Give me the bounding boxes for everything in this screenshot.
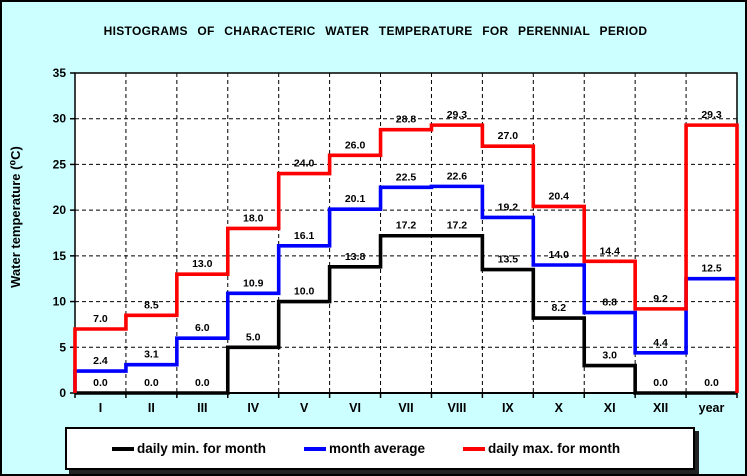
- x-category-label: IV: [247, 401, 259, 415]
- legend-item-daily-min: daily min. for month: [112, 441, 266, 456]
- y-tick-label: 10: [53, 295, 67, 309]
- data-label: 17.2: [396, 220, 417, 232]
- data-label: 0.0: [195, 377, 210, 389]
- data-label: 9.2: [653, 293, 668, 305]
- data-label: 7.0: [93, 313, 108, 325]
- data-label: 27.0: [498, 130, 519, 142]
- x-category-label: V: [300, 401, 309, 415]
- data-label: 4.4: [653, 337, 668, 349]
- x-category-label: VII: [398, 401, 413, 415]
- data-label: 13.8: [345, 251, 366, 263]
- y-tick-label: 35: [53, 66, 67, 80]
- data-label: 18.0: [243, 212, 264, 224]
- data-label: 28.8: [396, 114, 417, 126]
- data-label: 13.0: [192, 258, 213, 270]
- data-label: 3.1: [144, 349, 159, 361]
- data-label: 22.5: [396, 171, 417, 183]
- data-label: 20.1: [345, 193, 366, 205]
- daily-max-line-sample: [463, 446, 486, 451]
- legend-item-daily-max: daily max. for month: [463, 441, 620, 456]
- data-label: 0.0: [653, 377, 668, 389]
- x-category-label: VI: [349, 401, 361, 415]
- data-label: 2.4: [93, 355, 108, 367]
- data-label: 26.0: [345, 139, 366, 151]
- data-label: 0.0: [144, 377, 159, 389]
- x-category-label: XI: [604, 401, 616, 415]
- x-category-label: III: [197, 401, 207, 415]
- data-label: 0.0: [704, 377, 719, 389]
- x-category-label: year: [699, 401, 725, 415]
- data-label: 5.0: [246, 331, 261, 343]
- series-path-daily-max-for-month: [73, 123, 739, 393]
- y-tick-label: 20: [53, 203, 67, 217]
- data-label: 19.2: [498, 201, 519, 213]
- data-label: 10.9: [243, 277, 264, 289]
- y-axis-title: Water temperature (⁰C): [8, 146, 23, 288]
- y-tick-label: 0: [59, 386, 66, 400]
- chart-title: HISTOGRAMS OF CHARACTERIC WATER TEMPERAT…: [103, 24, 648, 38]
- legend-label-daily-min: daily min. for month: [137, 441, 267, 456]
- legend-label-month-average: month average: [329, 441, 426, 456]
- y-tick-label: 5: [59, 340, 66, 354]
- data-label: 3.0: [602, 350, 617, 362]
- y-tick-label: 25: [53, 157, 67, 171]
- legend-item-month-average: month average: [304, 441, 425, 456]
- legend: daily min. for month month average daily…: [65, 427, 695, 470]
- data-label: 22.6: [447, 170, 468, 182]
- x-category-label: VIII: [448, 401, 467, 415]
- series-path-daily-min-for-month: [75, 233, 737, 395]
- data-label: 8.5: [144, 299, 159, 311]
- x-category-label: I: [99, 401, 102, 415]
- data-label: 14.4: [599, 245, 620, 257]
- data-label: 24.0: [294, 158, 315, 170]
- data-label: 10.0: [294, 286, 315, 298]
- data-label: 8.2: [551, 302, 566, 314]
- series-path-month-average: [73, 184, 737, 393]
- data-label: 29.3: [701, 109, 722, 121]
- data-label: 16.1: [294, 230, 315, 242]
- legend-label-daily-max: daily max. for month: [488, 441, 621, 456]
- data-label: 12.5: [701, 263, 722, 275]
- y-tick-label: 30: [53, 112, 67, 126]
- data-label: 0.0: [93, 377, 108, 389]
- x-category-label: X: [555, 401, 564, 415]
- data-label: 17.2: [447, 220, 468, 232]
- x-category-label: IX: [502, 401, 514, 415]
- x-category-label: II: [148, 401, 155, 415]
- data-label: 13.5: [498, 254, 519, 266]
- data-label: 20.4: [549, 190, 570, 202]
- data-label: 8.8: [602, 297, 617, 309]
- x-category-label: XII: [653, 401, 668, 415]
- data-label: 29.3: [447, 109, 468, 121]
- daily-min-line-sample: [112, 446, 134, 451]
- month-average-line-sample: [304, 446, 327, 451]
- y-tick-label: 15: [53, 249, 67, 263]
- data-label: 6.0: [195, 322, 210, 334]
- data-label: 14.0: [549, 249, 570, 261]
